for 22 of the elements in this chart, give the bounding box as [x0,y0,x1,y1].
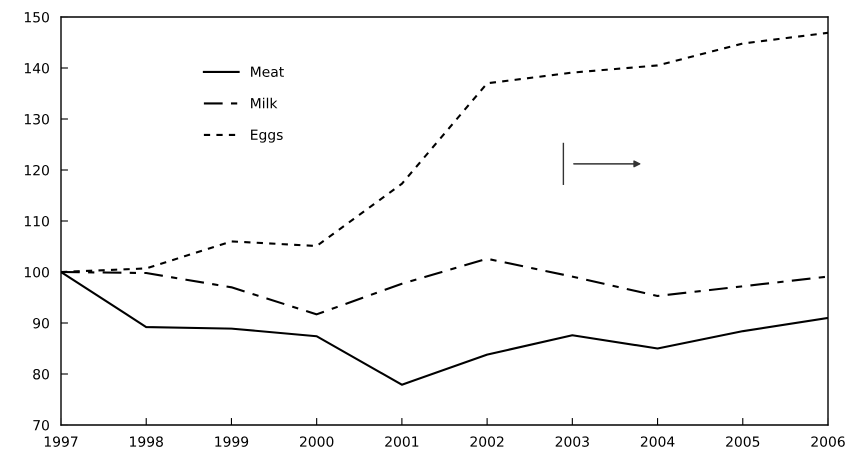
y-tick-label: 110 [24,216,49,226]
x-tick-label: 2003 [556,436,589,447]
y-tick-label: 80 [33,368,49,380]
legend-label: Meat [251,66,284,77]
legend-label: Eggs [251,130,283,143]
y-tick-label: 70 [33,420,49,430]
x-tick-label: 1997 [44,436,78,447]
x-tick-label: 2004 [640,436,674,447]
y-tick-label: 140 [24,62,49,74]
y-tick-label: 100 [24,266,49,278]
x-tick-label: 2006 [811,436,845,447]
x-tick-label: 2001 [385,436,418,447]
x-tick-label: 2002 [470,436,504,447]
x-tick-label: 2000 [300,436,334,447]
y-tick-label: 130 [24,114,49,124]
y-tick-label: 120 [24,164,49,176]
x-tick-label: 2005 [726,436,760,447]
legend-label: Milk [251,98,278,108]
y-tick-label: 150 [24,12,49,22]
y-tick-label: 90 [33,318,49,328]
x-tick-label: 1998 [130,436,163,447]
x-tick-label: 1999 [215,436,248,447]
